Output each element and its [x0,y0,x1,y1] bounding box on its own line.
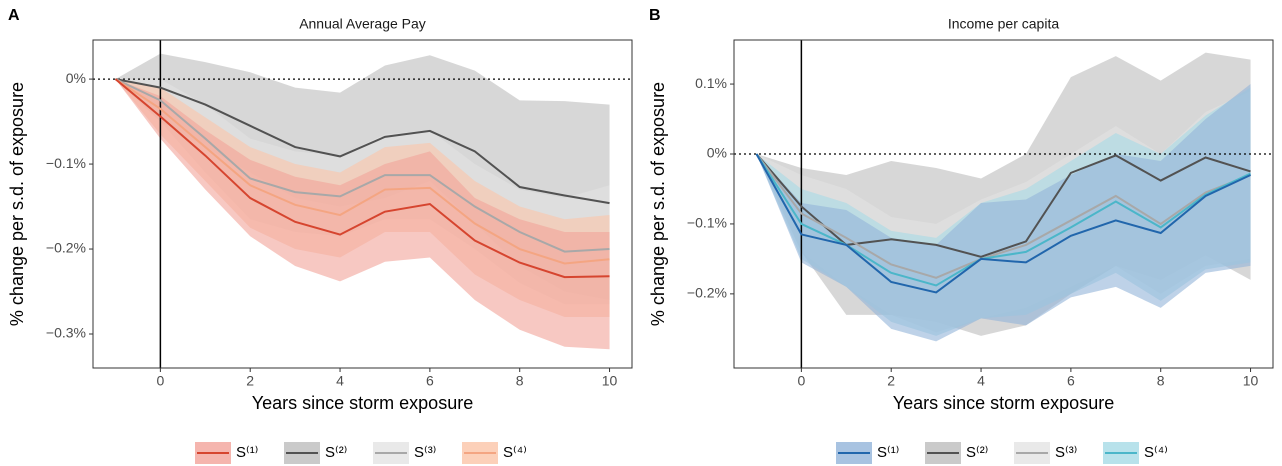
legend-label: S⁽²⁾ [325,444,347,461]
x-tick-label: 10 [602,373,618,389]
y-axis-label: % change per s.d. of exposure [648,82,668,326]
x-tick-label: 8 [1157,373,1165,389]
y-axis-label: % change per s.d. of exposure [7,82,27,326]
x-tick-label: 2 [246,373,254,389]
x-tick-label: 0 [797,373,805,389]
legend-label: S⁽¹⁾ [236,444,258,461]
confidence-band [756,84,1251,342]
series-line [755,153,1251,279]
panel-title: Annual Average Pay [299,16,426,32]
x-axis-label: Years since storm exposure [893,393,1114,413]
panel-label: B [649,7,661,24]
legend-label: S⁽³⁾ [1055,444,1077,461]
series-line [114,78,610,265]
y-tick-label: −0.2% [46,240,86,256]
confidence-band [115,79,610,350]
plot-border [733,39,1274,369]
y-tick-label: −0.2% [687,285,727,301]
legend-label: S⁽¹⁾ [877,444,899,461]
y-tick-label: 0% [707,145,727,161]
series-line [115,78,610,253]
y-tick-label: 0% [66,70,86,86]
y-tick-label: 0.1% [695,75,727,91]
legend-label: S⁽⁴⁾ [503,444,527,461]
y-tick-label: −0.3% [46,325,86,341]
plot-border [92,39,633,369]
x-tick-label: 6 [1067,373,1075,389]
series-line [114,78,610,279]
x-axis-label: Years since storm exposure [252,393,473,413]
panel-label: A [8,7,20,24]
x-tick-label: 10 [1243,373,1259,389]
series-line [755,153,1251,287]
panel-title: Income per capita [948,16,1059,32]
x-tick-label: 0 [156,373,164,389]
series-line [755,153,1251,294]
legend-label: S⁽⁴⁾ [1144,444,1168,461]
series-line [755,153,1251,258]
y-tick-label: −0.1% [687,215,727,231]
x-tick-label: 4 [977,373,985,389]
x-tick-label: 8 [516,373,524,389]
series-line [115,78,610,205]
legend-label: S⁽³⁾ [414,444,436,461]
y-tick-label: −0.1% [46,155,86,171]
legend-label: S⁽²⁾ [966,444,988,461]
x-tick-label: 4 [336,373,344,389]
x-tick-label: 2 [887,373,895,389]
x-tick-label: 6 [426,373,434,389]
